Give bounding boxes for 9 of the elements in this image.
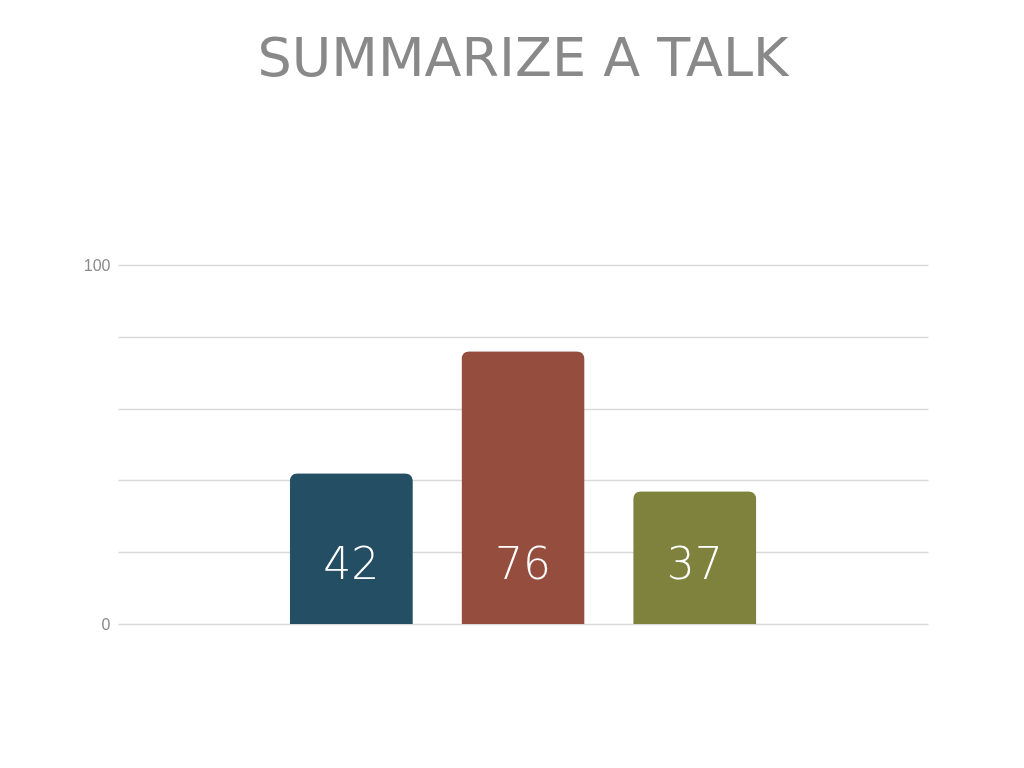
data-label: 42 bbox=[323, 538, 380, 589]
data-label: 37 bbox=[666, 538, 723, 589]
bar bbox=[461, 351, 585, 624]
chart-title: SUMMARIZE A TALK bbox=[257, 26, 791, 89]
data-label: 76 bbox=[495, 538, 551, 589]
bar bbox=[289, 473, 413, 624]
y-tick-label: 100 bbox=[83, 256, 111, 274]
bar bbox=[633, 491, 757, 624]
y-tick-label: 0 bbox=[101, 615, 111, 633]
